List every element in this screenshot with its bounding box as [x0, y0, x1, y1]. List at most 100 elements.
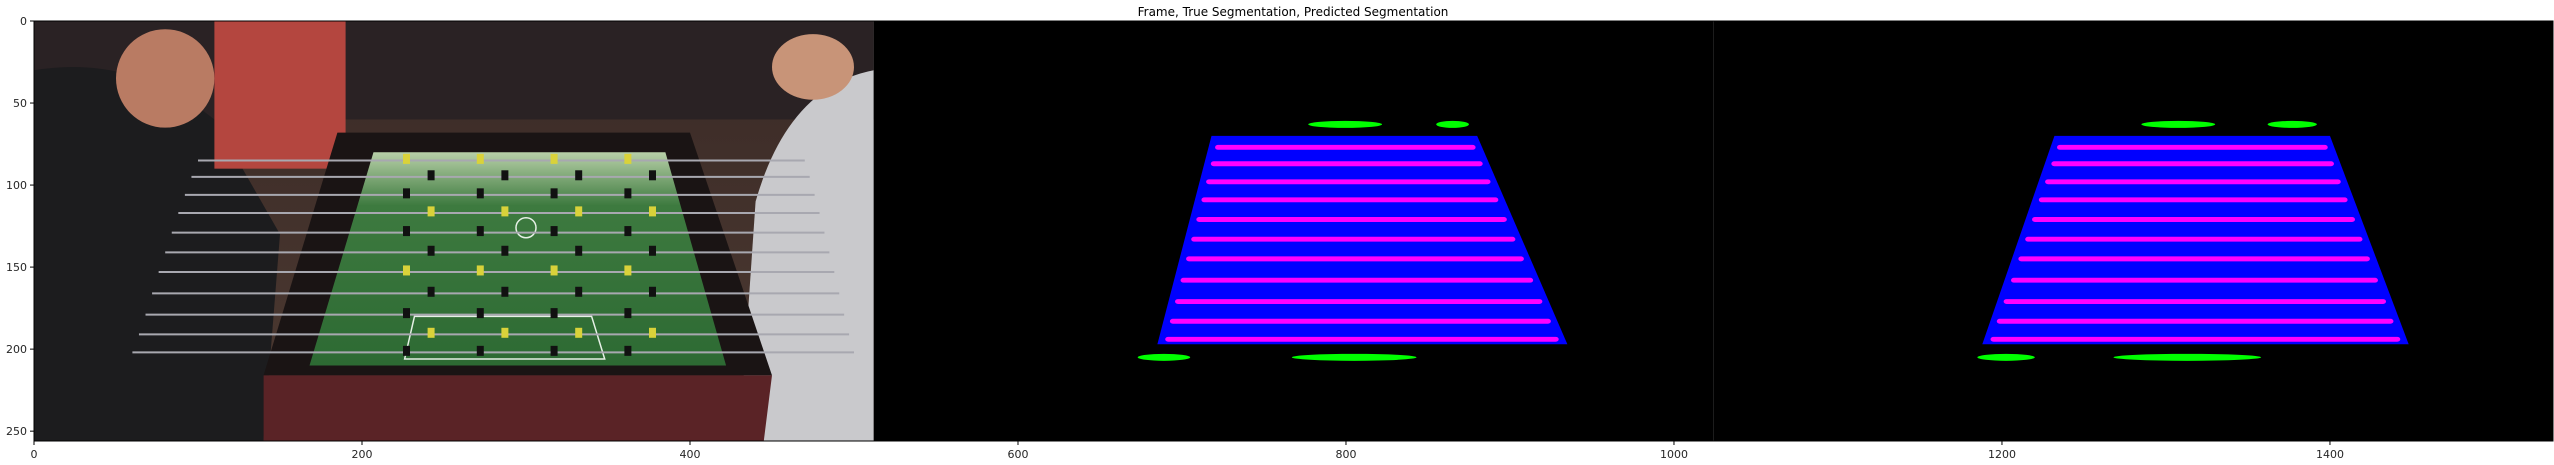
seg-side-object: [2267, 120, 2317, 128]
seg-rod: [2018, 256, 2370, 262]
frame-player: [501, 245, 509, 256]
chart-title: Frame, True Segmentation, Predicted Segm…: [1138, 5, 1449, 19]
seg-rod: [1191, 236, 1516, 242]
frame-player: [476, 226, 484, 237]
frame-player: [501, 170, 509, 181]
y-tick-label: 0: [20, 15, 27, 28]
seg-side-object: [1436, 120, 1469, 128]
frame-player: [402, 188, 410, 199]
frame-player: [501, 286, 509, 297]
frame-player: [476, 308, 484, 319]
y-tick-label: 200: [6, 343, 27, 356]
frame-player: [476, 345, 484, 356]
frame-player: [550, 308, 558, 319]
frame-player: [402, 153, 410, 164]
seg-rod: [2038, 197, 2348, 203]
seg-rod: [1210, 161, 1483, 167]
frame-player: [501, 327, 509, 338]
seg-side-object: [2141, 120, 2216, 128]
seg-rod: [1201, 197, 1499, 203]
x-tick-label: 1000: [1660, 448, 1688, 461]
x-tick-label: 200: [351, 448, 372, 461]
frame-player: [476, 188, 484, 199]
predicted-segmentation-image: [1713, 21, 2553, 441]
frame-player: [550, 188, 558, 199]
frame-player: [402, 345, 410, 356]
frame-player: [575, 170, 583, 181]
seg-rod: [2011, 277, 2378, 283]
x-tick-label: 400: [679, 448, 700, 461]
frame-player: [550, 153, 558, 164]
frame-player: [648, 286, 656, 297]
frame-player: [648, 245, 656, 256]
seg-rod: [1175, 299, 1543, 305]
frame-player: [427, 327, 435, 338]
seg-side-object: [2113, 353, 2262, 361]
seg-rod: [1996, 318, 2394, 324]
seg-rod: [2003, 299, 2387, 305]
frame-player: [427, 206, 435, 217]
seg-rod: [1990, 336, 2401, 342]
frame-player: [575, 245, 583, 256]
frame-player: [575, 286, 583, 297]
y-axis: 0 50 100 150 200 250: [6, 15, 34, 438]
seg-rod: [1169, 318, 1551, 324]
seg-side-object: [1308, 120, 1383, 128]
frame-player: [624, 188, 632, 199]
frame-person-left-head: [115, 29, 215, 128]
frame-player: [624, 345, 632, 356]
seg-rod: [2051, 161, 2334, 167]
y-tick-label: 100: [6, 179, 27, 192]
frame-field-circle: [515, 216, 537, 239]
x-tick-label: 600: [1007, 448, 1028, 461]
seg-rod: [1206, 179, 1491, 185]
x-tick-label: 1400: [2316, 448, 2344, 461]
frame-player: [402, 226, 410, 237]
true-segmentation-image: [873, 21, 1714, 441]
frame-player: [501, 206, 509, 217]
frame-person-right-head: [771, 34, 854, 100]
frame-player: [575, 206, 583, 217]
frame-player: [624, 153, 632, 164]
seg-rod: [1196, 217, 1507, 222]
frame-field-box: [403, 315, 606, 360]
frame-player: [427, 170, 435, 181]
frame-person-right: [739, 70, 874, 441]
frame-player: [624, 226, 632, 237]
x-axis: 0 200 400 600 800 1000 1200 1400: [31, 441, 2344, 461]
frame-player: [550, 265, 558, 276]
x-tick-label: 1200: [1988, 448, 2016, 461]
seg-rod: [1186, 256, 1524, 262]
frame-player: [427, 286, 435, 297]
seg-rod: [2025, 236, 2363, 242]
frame-player: [427, 245, 435, 256]
frame-player: [550, 226, 558, 237]
x-tick-label: 0: [31, 448, 38, 461]
frame-person-back: [214, 21, 346, 169]
frame-table-front: [263, 375, 772, 441]
seg-rod: [1215, 144, 1476, 150]
seg-side-object: [1291, 353, 1417, 361]
y-tick-label: 150: [6, 261, 27, 274]
seg-rod: [2045, 179, 2341, 185]
frame-player: [624, 308, 632, 319]
seg-rod: [1165, 336, 1559, 342]
seg-side-object: [1137, 353, 1191, 361]
axes-frame: [33, 20, 2554, 442]
frame-player: [575, 327, 583, 338]
seg-side-object: [1977, 353, 2035, 361]
frame-player: [402, 265, 410, 276]
frame-player: [648, 170, 656, 181]
plot-area: [34, 21, 2553, 441]
frame-player: [476, 153, 484, 164]
frame-player: [624, 265, 632, 276]
frame-player: [550, 345, 558, 356]
frame-player: [402, 308, 410, 319]
frame-player: [476, 265, 484, 276]
y-tick-label: 250: [6, 425, 27, 438]
seg-rod: [2057, 144, 2328, 150]
seg-rod: [2032, 217, 2356, 222]
frame-image: [34, 21, 874, 441]
frame-player: [648, 206, 656, 217]
